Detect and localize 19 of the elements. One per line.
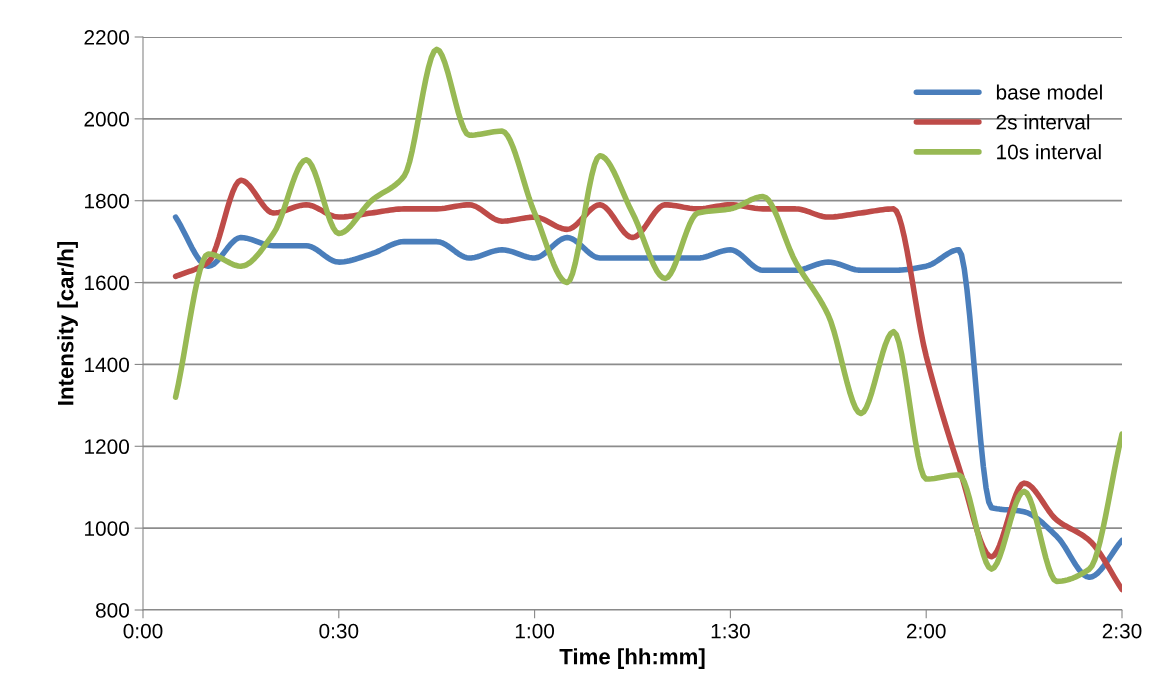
y-tick-label: 1400 <box>85 357 129 373</box>
x-tick-label: 1:00 <box>515 623 555 639</box>
x-tick-label: 0:00 <box>123 623 163 639</box>
x-tick-label: 0:30 <box>319 623 359 639</box>
y-tick-label: 1600 <box>85 275 129 291</box>
y-tick-label: 2200 <box>84 30 129 45</box>
x-tick-label: 2:00 <box>906 623 946 639</box>
y-tick-label: 1000 <box>85 521 129 536</box>
x-axis-title: Time [hh:mm] <box>559 648 705 669</box>
y-tick-label: 1200 <box>85 439 129 455</box>
legend-label: 2s interval <box>996 114 1090 130</box>
y-axis-title: Intensity [car/h] <box>57 242 78 405</box>
legend-label: 10s interval <box>997 144 1101 160</box>
x-tick-label: 2:30 <box>1102 623 1142 639</box>
legend-label: base model <box>996 84 1102 100</box>
y-tick-label: 1800 <box>85 193 129 209</box>
y-tick-label: 2000 <box>84 111 129 127</box>
y-tick-label: 800 <box>95 603 129 618</box>
x-tick-label: 1:30 <box>711 623 750 639</box>
